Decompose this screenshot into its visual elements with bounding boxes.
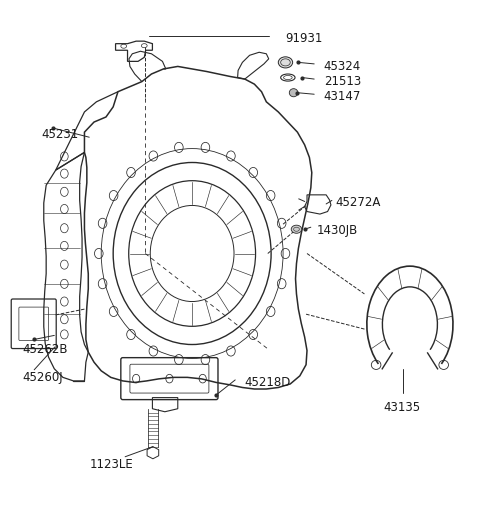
Text: 45324: 45324 — [324, 60, 361, 73]
Text: 45262B: 45262B — [22, 343, 68, 356]
Text: 45260J: 45260J — [22, 371, 63, 384]
Ellipse shape — [289, 89, 298, 97]
Text: 43135: 43135 — [384, 401, 420, 414]
Ellipse shape — [291, 225, 302, 233]
Text: 45231: 45231 — [41, 128, 79, 141]
Text: 45272A: 45272A — [336, 196, 381, 209]
Text: 21513: 21513 — [324, 75, 361, 88]
Text: 45218D: 45218D — [245, 376, 291, 389]
Text: 43147: 43147 — [324, 90, 361, 103]
Ellipse shape — [278, 57, 293, 68]
Text: 1430JB: 1430JB — [317, 224, 358, 237]
Text: 91931: 91931 — [286, 32, 323, 45]
Text: 1123LE: 1123LE — [89, 458, 133, 472]
